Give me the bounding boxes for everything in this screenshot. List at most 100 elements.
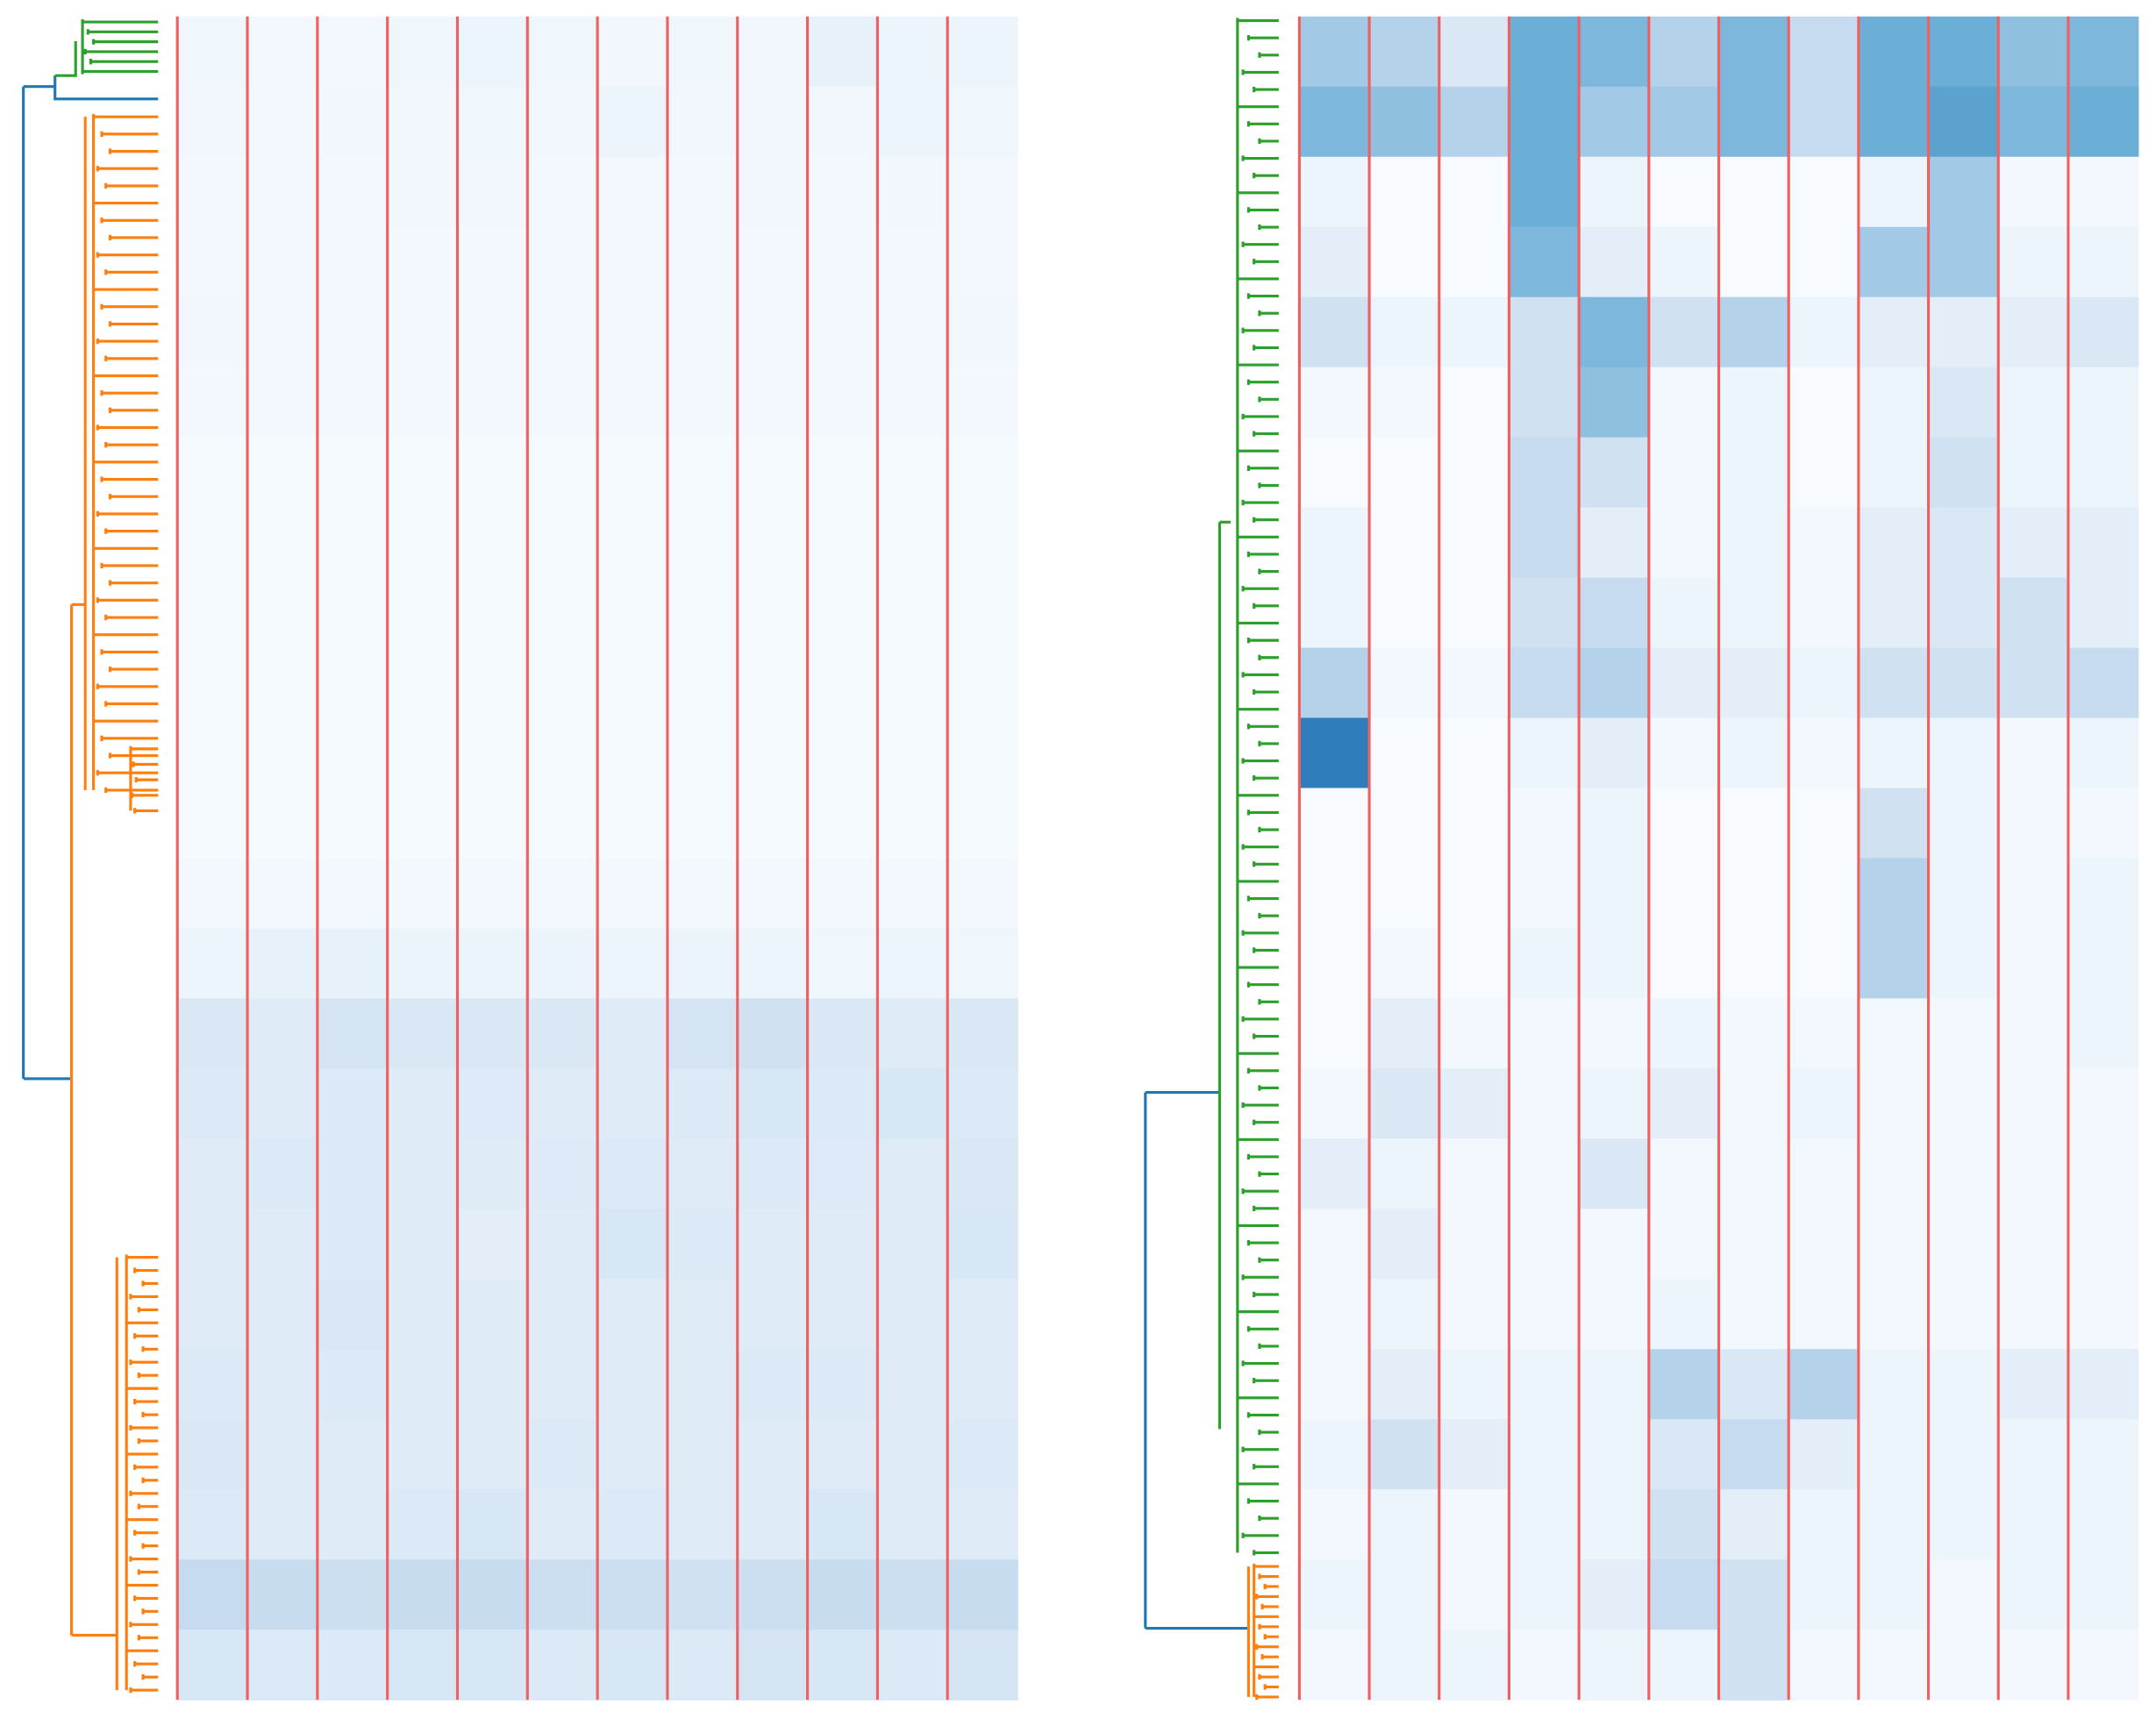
heatmap-cell bbox=[1369, 1419, 1440, 1490]
heatmap-cell bbox=[1788, 1209, 1860, 1280]
heatmap-cell bbox=[1858, 1209, 1930, 1280]
heatmap-cell bbox=[457, 577, 529, 649]
heatmap-cell bbox=[1718, 647, 1789, 719]
heatmap-cell bbox=[387, 226, 459, 298]
heatmap-cell bbox=[247, 577, 318, 649]
heatmap-cell bbox=[1509, 1068, 1580, 1140]
heatmap-cell bbox=[1509, 437, 1580, 509]
heatmap-cell bbox=[807, 156, 879, 228]
heatmap-cell bbox=[1648, 1559, 1720, 1630]
heatmap-cell bbox=[1858, 16, 1930, 88]
heatmap-cell bbox=[527, 717, 598, 789]
heatmap-cell bbox=[1718, 156, 1789, 228]
heatmap-cell bbox=[1998, 1068, 2069, 1140]
heatmap-cell bbox=[667, 1419, 739, 1490]
heatmap-cell bbox=[1998, 437, 2069, 509]
heatmap-cell bbox=[1579, 296, 1650, 368]
heatmap-cell bbox=[667, 296, 739, 368]
heatmap-cell bbox=[1579, 437, 1650, 509]
heatmap-cell bbox=[877, 1068, 948, 1140]
heatmap-cell bbox=[667, 367, 739, 439]
heatmap-cell bbox=[1579, 1209, 1650, 1280]
heatmap-cell bbox=[1299, 296, 1370, 368]
heatmap-cell bbox=[947, 507, 1018, 579]
heatmap-cell bbox=[1788, 1138, 1860, 1210]
heatmap-cell bbox=[1998, 507, 2069, 579]
heatmap-cell bbox=[1928, 1559, 2000, 1630]
heatmap-cell bbox=[807, 296, 879, 368]
heatmap-cell bbox=[1858, 998, 1930, 1070]
heatmap-cell bbox=[1509, 296, 1580, 368]
heatmap-cell bbox=[2067, 647, 2139, 719]
heatmap-cell bbox=[1579, 1349, 1650, 1420]
heatmap-cell bbox=[1439, 296, 1510, 368]
heatmap-cell bbox=[387, 998, 459, 1070]
heatmap-cell bbox=[457, 1138, 529, 1210]
heatmap-cell bbox=[877, 16, 948, 88]
heatmap-cell bbox=[1299, 788, 1370, 860]
heatmap-cell bbox=[1439, 16, 1510, 88]
heatmap-cell bbox=[1788, 296, 1860, 368]
heatmap-cell bbox=[1858, 156, 1930, 228]
heatmap-cell bbox=[247, 717, 318, 789]
heatmap-cell bbox=[877, 928, 948, 1000]
heatmap-cell bbox=[877, 1209, 948, 1280]
heatmap-cell bbox=[247, 928, 318, 1000]
heatmap-cell bbox=[1509, 858, 1580, 930]
heatmap-cell bbox=[317, 1068, 389, 1140]
heatmap-cell bbox=[947, 1489, 1018, 1560]
heatmap-cell bbox=[177, 226, 248, 298]
heatmap-cell bbox=[1788, 1489, 1860, 1560]
heatmap-cell bbox=[667, 998, 739, 1070]
heatmap-cell bbox=[1509, 156, 1580, 228]
heatmap-cell bbox=[1579, 1559, 1650, 1630]
heatmap-cell bbox=[1998, 1559, 2069, 1630]
heatmap-cell bbox=[947, 1209, 1018, 1280]
heatmap-cell bbox=[1858, 1630, 1930, 1701]
heatmap-cell bbox=[1439, 1279, 1510, 1351]
dendrogram-branch bbox=[54, 41, 77, 77]
heatmap-cell bbox=[597, 1419, 668, 1490]
heatmap-cell bbox=[1579, 717, 1650, 789]
heatmap-cell bbox=[807, 86, 879, 158]
heatmap-cell bbox=[1718, 367, 1789, 439]
heatmap-cell bbox=[597, 788, 668, 860]
heatmap-cell bbox=[1648, 1630, 1720, 1701]
heatmap-cell bbox=[1439, 367, 1510, 439]
heatmap-cell bbox=[667, 437, 739, 509]
heatmap-cell bbox=[597, 16, 668, 88]
heatmap-cell bbox=[877, 577, 948, 649]
heatmap-cell bbox=[1648, 437, 1720, 509]
heatmap-cell bbox=[387, 296, 459, 368]
heatmap-cell bbox=[737, 226, 809, 298]
heatmap-cell bbox=[947, 998, 1018, 1070]
heatmap-cell bbox=[387, 717, 459, 789]
heatmap-cell bbox=[1299, 647, 1370, 719]
heatmap-cell bbox=[1998, 1138, 2069, 1210]
heatmap-cell bbox=[177, 1349, 248, 1420]
heatmap-cell bbox=[667, 1349, 739, 1420]
heatmap-cell bbox=[1718, 1279, 1789, 1351]
heatmap-cell bbox=[667, 1138, 739, 1210]
heatmap-cell bbox=[737, 507, 809, 579]
heatmap-cell bbox=[1648, 367, 1720, 439]
heatmap-cell bbox=[1858, 928, 1930, 1000]
heatmap-cell bbox=[1788, 858, 1860, 930]
heatmap-cell bbox=[457, 156, 529, 228]
dendrogram-branch bbox=[1144, 1090, 1249, 1630]
heatmap-cell bbox=[737, 1419, 809, 1490]
heatmap-cell bbox=[1439, 858, 1510, 930]
separators bbox=[175, 16, 2070, 1701]
heatmap-cell bbox=[1718, 507, 1789, 579]
heatmap-cell bbox=[947, 1138, 1018, 1210]
heatmap-cell bbox=[807, 647, 879, 719]
heatmap-cell bbox=[877, 1349, 948, 1420]
heatmap-cell bbox=[1788, 788, 1860, 860]
heatmap-cell bbox=[877, 858, 948, 930]
heatmap-cell bbox=[2067, 1138, 2139, 1210]
heatmap-cell bbox=[317, 86, 389, 158]
heatmap-cell bbox=[877, 1630, 948, 1701]
heatmap-cell bbox=[247, 647, 318, 719]
heatmap-cell bbox=[1369, 1559, 1440, 1630]
heatmap-cell bbox=[1579, 928, 1650, 1000]
